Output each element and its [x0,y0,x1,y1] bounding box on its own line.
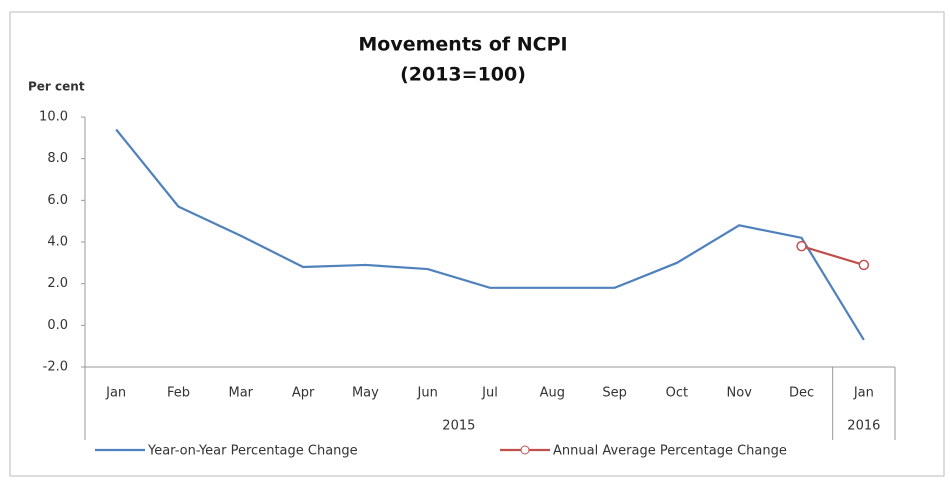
chart-border [9,11,945,477]
chart-title: Movements of NCPI [358,34,567,56]
x-tick-label: Aug [540,386,565,401]
x-tick-label: Nov [727,386,753,401]
y-tick-label: 10.0 [39,110,68,125]
group-label: 2016 [847,419,880,434]
x-tick-label: Sep [602,386,627,401]
x-tick-label: Mar [229,386,254,401]
y-axis-label: Per cent [28,80,85,94]
legend-marker [520,445,530,455]
y-tick-label: 0.0 [47,318,68,333]
point-marker [858,259,870,271]
y-tick-label: 8.0 [47,151,68,166]
x-tick-label: Jul [481,386,498,401]
series-line [801,245,865,266]
x-tick-label: May [352,386,379,401]
point-marker [796,240,807,252]
x-tick-label: Apr [292,386,315,401]
y-tick-label: 6.0 [47,193,68,208]
x-tick-label: Jun [417,386,438,401]
x-tick-label: Oct [666,386,688,401]
y-tick-label: -2.0 [43,360,68,375]
chart-subtitle: (2013=100) [400,64,526,86]
group-label: 2015 [442,419,475,434]
y-tick-label: 4.0 [47,235,68,250]
x-tick-label: Feb [167,386,190,401]
y-tick-label: 2.0 [47,276,68,291]
legend-label: Annual Average Percentage Change [553,444,787,459]
legend-label: Year-on-Year Percentage Change [147,444,358,459]
series-line [115,128,865,341]
x-tick-label: Jan [853,386,874,401]
x-tick-label: Dec [789,386,814,401]
x-tick-label: Jan [105,386,126,401]
